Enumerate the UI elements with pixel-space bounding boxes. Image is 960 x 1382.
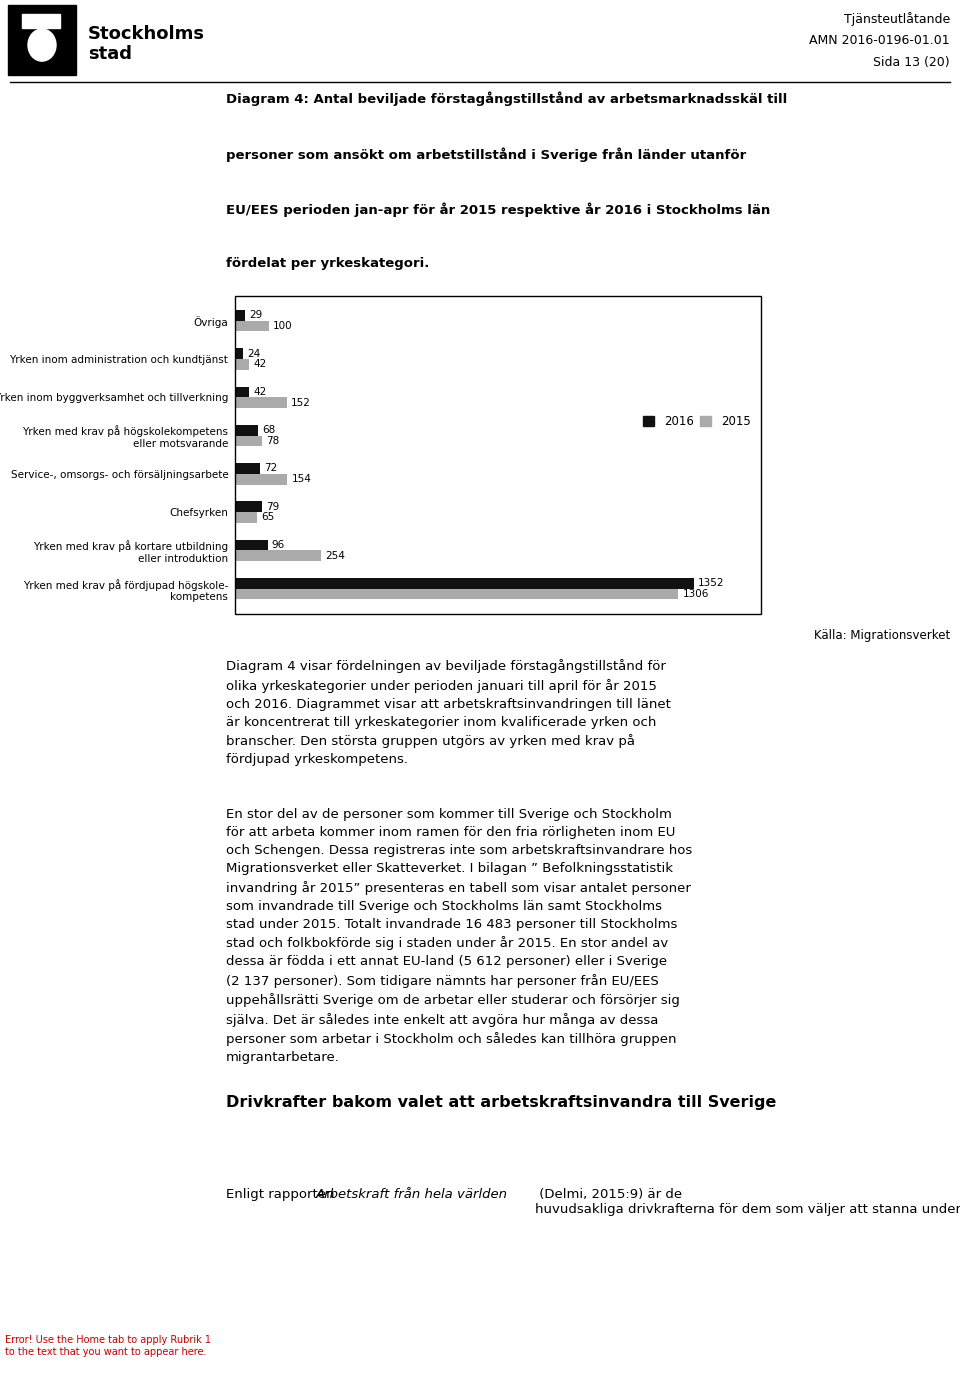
Text: 78: 78 [266, 435, 279, 446]
Bar [235, 397, 287, 408]
Bar [22, 14, 60, 28]
Bar [235, 463, 259, 474]
Text: 96: 96 [272, 540, 285, 550]
Bar [235, 550, 322, 561]
Bar [235, 578, 694, 589]
Text: Diagram 4 visar fördelningen av beviljade förstagångstillstånd för
olika yrkeska: Diagram 4 visar fördelningen av beviljad… [226, 659, 670, 766]
Bar [235, 387, 250, 397]
Text: Källa: Migrationsverket: Källa: Migrationsverket [814, 629, 950, 641]
Text: Diagram 4: Antal beviljade förstagångstillstånd av arbetsmarknadsskäl till: Diagram 4: Antal beviljade förstagångsti… [226, 91, 787, 106]
Text: 79: 79 [266, 502, 279, 511]
Text: fördelat per yrkeskategori.: fördelat per yrkeskategori. [226, 257, 429, 271]
Text: 152: 152 [291, 398, 311, 408]
Text: 1352: 1352 [698, 578, 725, 589]
Text: EU/EES perioden jan-apr för år 2015 respektive år 2016 i Stockholms län: EU/EES perioden jan-apr för år 2015 resp… [226, 202, 770, 217]
Ellipse shape [28, 29, 56, 61]
Text: 154: 154 [292, 474, 311, 484]
Text: 254: 254 [325, 551, 346, 561]
Text: Tjänsteutlåtande: Tjänsteutlåtande [844, 12, 950, 26]
Bar [235, 589, 679, 600]
Text: Error! Use the Home tab to apply Rubrik 1
to the text that you want to appear he: Error! Use the Home tab to apply Rubrik … [5, 1335, 211, 1357]
Text: En stor del av de personer som kommer till Sverige och Stockholm
för att arbeta : En stor del av de personer som kommer ti… [226, 808, 692, 1064]
Bar [235, 424, 258, 435]
Bar [8, 6, 76, 75]
Text: 65: 65 [261, 513, 275, 522]
Bar [235, 474, 287, 485]
Text: 29: 29 [249, 311, 262, 321]
Text: 68: 68 [262, 426, 276, 435]
Text: 42: 42 [253, 387, 267, 397]
Bar [235, 348, 243, 359]
Text: 42: 42 [253, 359, 267, 369]
Text: Drivkrafter bakom valet att arbetskraftsinvandra till Sverige: Drivkrafter bakom valet att arbetskrafts… [226, 1095, 776, 1110]
Text: AMN 2016-0196-01.01: AMN 2016-0196-01.01 [809, 35, 950, 47]
Text: Stockholms: Stockholms [88, 25, 205, 43]
Text: Arbetskraft från hela världen: Arbetskraft från hela världen [316, 1189, 508, 1201]
Text: stad: stad [88, 46, 132, 64]
Bar [235, 435, 262, 446]
Bar [235, 310, 245, 321]
Text: Sida 13 (20): Sida 13 (20) [874, 57, 950, 69]
Text: 100: 100 [274, 321, 293, 332]
Bar [235, 321, 269, 332]
Legend: 2016, 2015: 2016, 2015 [637, 410, 756, 433]
Bar [235, 359, 250, 369]
Text: Enligt rapporten: Enligt rapporten [226, 1189, 338, 1201]
Bar [235, 513, 257, 522]
Text: personer som ansökt om arbetstillstånd i Sverige från länder utanför: personer som ansökt om arbetstillstånd i… [226, 146, 746, 162]
Text: (Delmi, 2015:9) är de
huvudsakliga drivkrafterna för dem som väljer att stanna u: (Delmi, 2015:9) är de huvudsakliga drivk… [535, 1189, 960, 1216]
Text: 72: 72 [264, 463, 277, 474]
Bar [235, 540, 268, 550]
Text: 1306: 1306 [683, 589, 708, 598]
Bar [235, 502, 262, 513]
Text: 24: 24 [248, 348, 261, 358]
